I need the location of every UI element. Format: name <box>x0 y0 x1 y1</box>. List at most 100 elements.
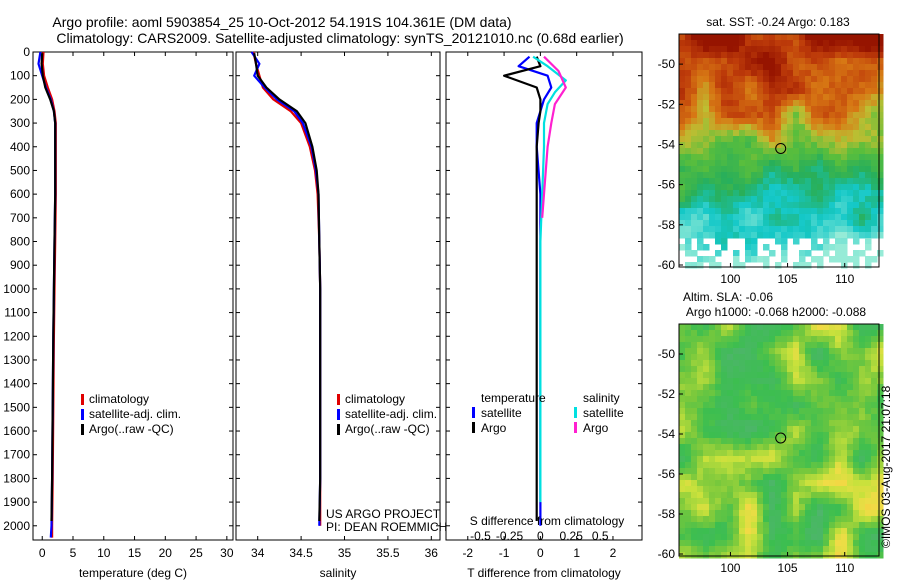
y-tick-label: -50 <box>658 57 676 71</box>
heatmap-cell <box>823 450 830 457</box>
heatmap-cell <box>853 420 860 427</box>
heatmap-cell <box>787 384 794 391</box>
heatmap-cell <box>697 366 704 373</box>
heatmap-cell <box>715 330 722 337</box>
heatmap-cell <box>769 468 776 475</box>
heatmap-cell <box>727 190 734 197</box>
heatmap-cell <box>685 366 692 373</box>
heatmap-cell <box>787 166 794 173</box>
heatmap-cell <box>775 474 782 481</box>
x-tick-label: 35 <box>338 546 352 560</box>
heatmap-cell <box>715 64 722 71</box>
heatmap-cell <box>793 324 800 331</box>
heatmap-cell <box>679 378 686 385</box>
heatmap-cell <box>739 522 746 529</box>
heatmap-cell <box>823 34 830 41</box>
heatmap-cell <box>697 522 704 529</box>
heatmap-cell <box>715 504 722 511</box>
heatmap-cell <box>871 64 878 71</box>
heatmap-cell <box>853 226 860 233</box>
heatmap-cell <box>733 100 740 107</box>
heatmap-cell <box>775 468 782 475</box>
heatmap-cell <box>817 214 824 221</box>
x-tick-label: 15 <box>128 546 142 560</box>
heatmap-cell <box>691 378 698 385</box>
heatmap-cell <box>697 202 704 209</box>
heatmap-cell <box>715 402 722 409</box>
heatmap-cell <box>679 366 686 373</box>
heatmap-cell <box>823 408 830 415</box>
heatmap-cell <box>745 366 752 373</box>
y-tick-label: 1900 <box>3 495 30 509</box>
heatmap-cell <box>769 324 776 331</box>
heatmap-cell <box>793 142 800 149</box>
heatmap-cell <box>733 510 740 517</box>
heatmap-cell <box>757 438 764 445</box>
heatmap-cell <box>853 474 860 481</box>
heatmap-cell <box>865 324 872 331</box>
heatmap-cell <box>853 118 860 125</box>
heatmap-cell <box>847 214 854 221</box>
heatmap-cell <box>715 492 722 499</box>
heatmap-cell <box>733 474 740 481</box>
heatmap-cell <box>823 70 830 77</box>
heatmap-cell <box>793 402 800 409</box>
heatmap-cell <box>763 220 770 227</box>
heatmap-cell <box>709 414 716 421</box>
heatmap-cell <box>865 256 872 263</box>
heatmap-cell <box>751 438 758 445</box>
heatmap-cell <box>691 160 698 167</box>
heatmap-cell <box>853 414 860 421</box>
heatmap-cell <box>781 250 788 257</box>
heatmap-cell <box>877 214 884 221</box>
heatmap-cell <box>745 124 752 131</box>
legend-swatch <box>337 394 340 405</box>
heatmap-cell <box>691 34 698 41</box>
heatmap-cell <box>715 142 722 149</box>
heatmap-cell <box>703 40 710 47</box>
heatmap-cell <box>799 172 806 179</box>
heatmap-cell <box>829 178 836 185</box>
heatmap-cell <box>703 64 710 71</box>
heatmap-cell <box>835 474 842 481</box>
heatmap-cell <box>871 106 878 113</box>
heatmap-cell <box>733 190 740 197</box>
heatmap-cell <box>691 510 698 517</box>
heatmap-cell <box>751 70 758 77</box>
heatmap-cell <box>871 178 878 185</box>
x-axis-label-top: S difference from climatology <box>470 514 625 528</box>
heatmap-cell <box>745 330 752 337</box>
heatmap-cell <box>877 360 884 367</box>
heatmap-cell <box>841 360 848 367</box>
heatmap-cell <box>721 378 728 385</box>
heatmap-cell <box>817 148 824 155</box>
heatmap-cell <box>823 492 830 499</box>
heatmap-cell <box>829 40 836 47</box>
heatmap-cell <box>829 426 836 433</box>
heatmap-cell <box>865 154 872 161</box>
heatmap-cell <box>811 232 818 239</box>
heatmap-cell <box>697 208 704 215</box>
x-tick-label: -2 <box>462 546 473 560</box>
heatmap-cell <box>781 378 788 385</box>
heatmap-cell <box>745 190 752 197</box>
heatmap-cell <box>775 238 782 245</box>
heatmap-cell <box>859 534 866 541</box>
heatmap-cell <box>817 474 824 481</box>
heatmap-cell <box>763 160 770 167</box>
heatmap-cell <box>829 330 836 337</box>
heatmap-cell <box>811 498 818 505</box>
heatmap-cell <box>679 124 686 131</box>
heatmap-cell <box>853 480 860 487</box>
heatmap-cell <box>721 190 728 197</box>
heatmap-cell <box>727 420 734 427</box>
heatmap-cell <box>829 256 836 263</box>
heatmap-cell <box>769 82 776 89</box>
heatmap-cell <box>715 172 722 179</box>
heatmap-cell <box>853 148 860 155</box>
heatmap-cell <box>757 414 764 421</box>
heatmap-cell <box>787 330 794 337</box>
heatmap-cell <box>679 52 686 59</box>
heatmap-cell <box>775 330 782 337</box>
heatmap-cell <box>859 202 866 209</box>
